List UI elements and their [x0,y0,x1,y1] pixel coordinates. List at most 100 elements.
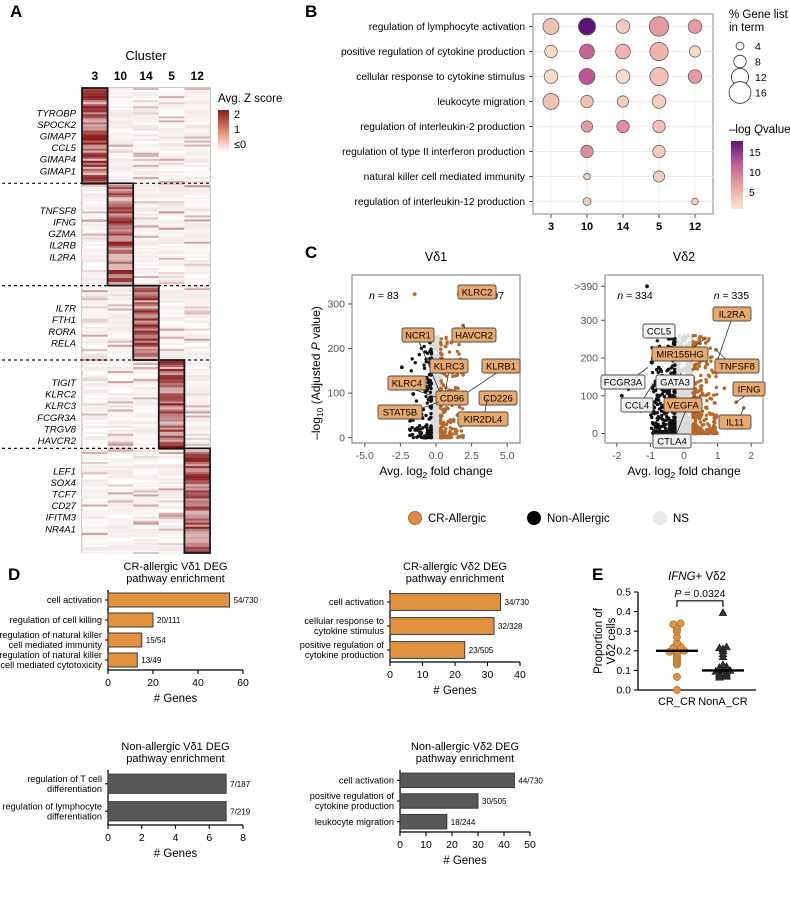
bar [399,772,515,789]
gene-callout-label: CD96 [440,394,464,405]
bar-xtick: 50 [524,839,536,851]
bar-xtick: 10 [420,839,432,851]
gene-label: KLRC2 [45,390,77,401]
bar-ratio-label: 30/505 [482,797,507,806]
gene-callout-box [655,374,695,390]
dotplot-point [542,18,560,35]
gene-callout-label: NCR1 [405,331,431,342]
gene-callout-label: CCL4 [625,401,649,412]
gene-callout-label: KLRC4 [392,379,423,390]
gene-label: SOX4 [50,478,76,489]
panel-b-letter: B [305,2,318,21]
panel-d-letter: D [8,565,21,584]
gene-label: RORA [48,327,76,338]
panel-e-dotplot: IFNG+ Vδ2 0.0 0.1 0.2 0.3 0.4 0.5 Proportion of… [593,571,756,708]
color-legend-title: –log [729,124,751,136]
bar-category-label: positive regulation of [310,791,395,801]
heatmap-legend-title: Avg. Z score [218,93,282,105]
e-ylabel: Proportion of [593,607,605,674]
gene-callout-box [663,397,703,413]
dotplot-point [688,45,702,58]
legend-label: Non-Allergic [547,513,610,525]
gene-label: KLRC3 [45,401,77,412]
e-data-point [672,672,681,681]
gene-callout-label: KLRC2 [462,288,493,299]
gene-label: HAVCR2 [38,436,77,447]
cluster-col-label: 14 [139,69,153,83]
bar-chart-subtitle: pathway enrichment [126,753,224,765]
callout-leader [717,317,733,361]
legend-swatch [408,511,422,525]
bar-category-label: regulation of natural killer [0,650,102,660]
bar-category-label: regulation of T cell [27,774,102,784]
dotplot-point [578,68,596,85]
gene-callout-label: IL11 [726,418,744,429]
volcano-xlabel: Avg. log2 fold change [379,464,493,480]
gene-callout-box [429,358,469,374]
volcano-xtick: -2.5 [391,450,409,462]
gene-label: TIGIT [51,378,77,389]
size-legend-value: 12 [755,72,767,84]
size-legend-circle [728,81,752,104]
bar-chart-subtitle: pathway enrichment [126,573,224,585]
gene-callout-label: FCGR3A [604,378,643,389]
gene-label: IL2RA [49,252,76,263]
gene-label: IL2RB [49,241,76,252]
go-term-label: leukocyte migration [437,97,525,108]
e-significance-bracket [676,600,724,607]
bar [107,592,230,608]
gene-callout-label: MIR155HG [656,350,704,361]
e-data-point [669,620,678,629]
legend-swatch [653,511,667,525]
gene-callout-label: STAT5B [383,408,418,419]
bar-xtick: 8 [240,832,246,844]
volcano-vd2: Vδ2 0 100 200 300 >390 -2 -1 0 1 2 n = 334 n = 335 CC… [574,250,766,462]
bar [107,652,138,668]
gene-callout-label: IFNG [738,385,761,396]
e-ytick: 0.1 [616,665,631,677]
dotplot-point [580,144,594,159]
volcano-ytick: 200 [327,343,345,355]
e-ytick: 0.0 [616,685,631,697]
gene-label: GIMAP7 [40,131,77,142]
gene-callout-label: GATA3 [660,378,690,389]
volcano-title: Vδ1 [425,250,447,264]
gene-label: GIMAP1 [40,166,76,177]
bar-ratio-label: 15/54 [146,636,167,645]
bar-xtick: 20 [446,839,458,851]
bar-ratio-label: 20/111 [157,616,181,625]
legend-label: NS [673,513,689,525]
go-term-label: regulation of lymphocyte activation [369,22,525,33]
volcano-ytick: 0 [592,428,598,440]
size-legend-circle [735,41,745,51]
bar-xtick: 0 [397,839,403,851]
bar-category-label: cytokine stimulus [314,626,384,636]
bar-xtick: 0 [105,677,111,689]
dotplot-point [542,93,560,110]
gene-callout-box [481,358,521,374]
q-tick: 15 [749,147,761,159]
e-group-label: CR_CR [658,696,696,708]
dotplot-point [580,120,594,133]
bar-xtick: 20 [449,669,461,681]
volcano-ylabel: –log10 (Adjusted P value) [309,306,325,440]
volcano-xtick: 2.5 [464,450,479,462]
gene-label: IL7R [56,304,76,315]
gene-callout-box [714,358,760,374]
bar-xaxis-label: # Genes [154,848,198,860]
gene-label: FCGR3A [37,413,76,424]
gene-label: LEF1 [53,466,76,477]
gene-label: TNFSF8 [40,206,77,217]
e-group-NonA_CR [701,608,744,681]
gene-callout-box [652,433,692,449]
volcano-xtick: -2 [612,450,621,462]
bar [389,617,495,635]
gene-label: IFITM3 [46,513,77,524]
gene-label: TRGV8 [44,424,77,435]
downregulated-points [649,336,677,436]
volcano-xtick: 1 [715,450,721,462]
